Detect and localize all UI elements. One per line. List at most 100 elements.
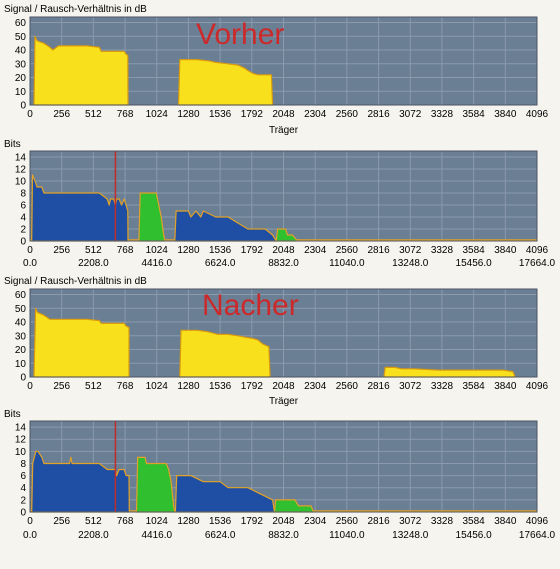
chart-2-x-tick-label: 512: [85, 245, 102, 256]
chart-2-bit-segment: [174, 210, 277, 242]
chart-1-x-tick-label: 3328: [431, 109, 454, 120]
chart-2-bit-segment: [31, 174, 129, 242]
chart-1-plot-frame: [29, 16, 538, 106]
chart-1-x-tick-label: 768: [117, 109, 134, 120]
chart-4-x-tick-label: 2816: [367, 516, 390, 527]
chart-3-series-area: [179, 329, 271, 378]
chart-4-y-tick-label: 10: [15, 447, 27, 458]
chart-1-y-tick-label: 10: [15, 87, 27, 98]
chart-3-x-tick-label: 3840: [494, 381, 517, 392]
chart-1-x-tick-label: 1280: [177, 109, 200, 120]
chart-1-y-tick-label: 20: [15, 73, 27, 84]
chart-4-title: Bits: [4, 409, 21, 420]
chart-4-x-tick-label: 3584: [463, 516, 486, 527]
chart-3-plot-frame: [29, 288, 538, 378]
chart-3-x-tick-label: 1792: [241, 381, 264, 392]
chart-4-bit-segment: [135, 456, 176, 513]
chart-3-x-tick-label: 2304: [304, 381, 327, 392]
chart-1-x-tick-label: 2560: [336, 109, 359, 120]
chart-2-x2-tick-label: 15456.0: [456, 258, 493, 269]
chart-2-x-tick-label: 768: [117, 245, 134, 256]
chart-1-y-tick-label: 40: [15, 46, 27, 57]
chart-3-x-tick-label: 4096: [526, 381, 549, 392]
chart-2-x-tick-label: 1792: [241, 245, 264, 256]
chart-2-bit-segment: [138, 192, 166, 242]
chart-2-x-tick-label: 2048: [272, 245, 295, 256]
chart-1-x-tick-label: 4096: [526, 109, 549, 120]
chart-3-x-tick-label: 256: [53, 381, 70, 392]
chart-2-y-tick-label: 14: [15, 153, 27, 164]
chart-4-y-tick-label: 0: [20, 508, 26, 519]
chart-4-y-tick-label: 8: [20, 459, 26, 470]
chart-1-x-tick-label: 2304: [304, 109, 327, 120]
chart-4-y-tick-label: 12: [15, 435, 27, 446]
chart-4-x-tick-label: 3840: [494, 516, 517, 527]
chart-3-y-tick-label: 40: [15, 318, 27, 329]
chart-3-x-tick-label: 512: [85, 381, 102, 392]
chart-2-x-tick-label: 1024: [146, 245, 169, 256]
chart-2-y-tick-label: 10: [15, 177, 27, 188]
chart-2-x-tick-label: 2304: [304, 245, 327, 256]
chart-1-x-tick-label: 1536: [209, 109, 232, 120]
chart-3-x-tick-label: 2048: [272, 381, 295, 392]
chart-2-title: Bits: [4, 139, 21, 150]
chart-4-x2-tick-label: 15456.0: [456, 530, 493, 541]
chart-3-y-tick-label: 10: [15, 359, 27, 370]
chart-3-x-tick-label: 3584: [463, 381, 486, 392]
chart-2-x2-tick-label: 4416.0: [141, 258, 172, 269]
chart-4-x-tick-label: 1792: [241, 516, 264, 527]
chart-4-x2-tick-label: 2208.0: [78, 530, 109, 541]
chart-4-x2-tick-label: 8832.0: [268, 530, 299, 541]
chart-2-x2-tick-label: 17664.0: [519, 258, 556, 269]
chart-3-title: Signal / Rausch-Verhältnis in dB: [4, 276, 147, 287]
chart-4-y-tick-label: 14: [15, 423, 27, 434]
chart-4-x-tick-label: 4096: [526, 516, 549, 527]
chart-4-bit-segment: [174, 475, 276, 513]
chart-2-x-tick-label: 2816: [367, 245, 390, 256]
chart-4-bit-segment: [31, 450, 130, 513]
chart-4-x2-tick-label: 6624.0: [205, 530, 236, 541]
chart-2-x-tick-label: 2560: [336, 245, 359, 256]
chart-4-x2-tick-label: 4416.0: [141, 530, 172, 541]
chart-2-x-tick-label: 1536: [209, 245, 232, 256]
chart-4-x-tick-label: 256: [53, 516, 70, 527]
chart-2-plot-frame: [29, 150, 538, 242]
chart-3-x-tick-label: 1536: [209, 381, 232, 392]
chart-4-x-tick-label: 2560: [336, 516, 359, 527]
chart-2-y-tick-label: 4: [20, 213, 26, 224]
chart-4-x-tick-label: 3328: [431, 516, 454, 527]
chart-1-x-tick-label: 2816: [367, 109, 390, 120]
chart-2-x2-tick-label: 2208.0: [78, 258, 109, 269]
chart-2-y-tick-label: 12: [15, 165, 27, 176]
chart-1-series-area: [177, 58, 274, 106]
chart-4-x-tick-label: 1280: [177, 516, 200, 527]
chart-2-y-tick-label: 0: [20, 237, 26, 248]
chart-1-x-tick-label: 256: [53, 109, 70, 120]
chart-1-series-area: [33, 35, 129, 106]
chart-4-y-tick-label: 2: [20, 495, 26, 506]
chart-4-x-tick-label: 3072: [399, 516, 422, 527]
chart-2-x-tick-label: 1280: [177, 245, 200, 256]
chart-3-x-tick-label: 0: [27, 381, 33, 392]
chart-3-x-tick-label: 3328: [431, 381, 454, 392]
chart-3-x-tick-label: 768: [117, 381, 134, 392]
chart-1-annotation: Vorher: [196, 18, 284, 51]
chart-1-y-tick-label: 30: [15, 59, 27, 70]
chart-3-x-tick-label: 1280: [177, 381, 200, 392]
chart-2-x-tick-label: 4096: [526, 245, 549, 256]
chart-1-x-tick-label: 3584: [463, 109, 486, 120]
chart-1-x-tick-label: 1024: [146, 109, 169, 120]
chart-2-x2-tick-label: 13248.0: [392, 258, 429, 269]
chart-2-y-tick-label: 2: [20, 225, 26, 236]
chart-3-y-tick-label: 50: [15, 304, 27, 315]
chart-2-x-tick-label: 0: [27, 245, 33, 256]
chart-4-x-tick-label: 2048: [272, 516, 295, 527]
chart-1-x-axis-label: Träger: [269, 125, 299, 136]
chart-4-x-tick-label: 512: [85, 516, 102, 527]
chart-3-x-axis-label: Träger: [269, 396, 299, 407]
chart-2-x2-tick-label: 8832.0: [268, 258, 299, 269]
chart-4-y-tick-label: 4: [20, 483, 26, 494]
chart-1-x-tick-label: 512: [85, 109, 102, 120]
chart-2-x-tick-label: 3072: [399, 245, 422, 256]
chart-3-y-tick-label: 30: [15, 331, 27, 342]
